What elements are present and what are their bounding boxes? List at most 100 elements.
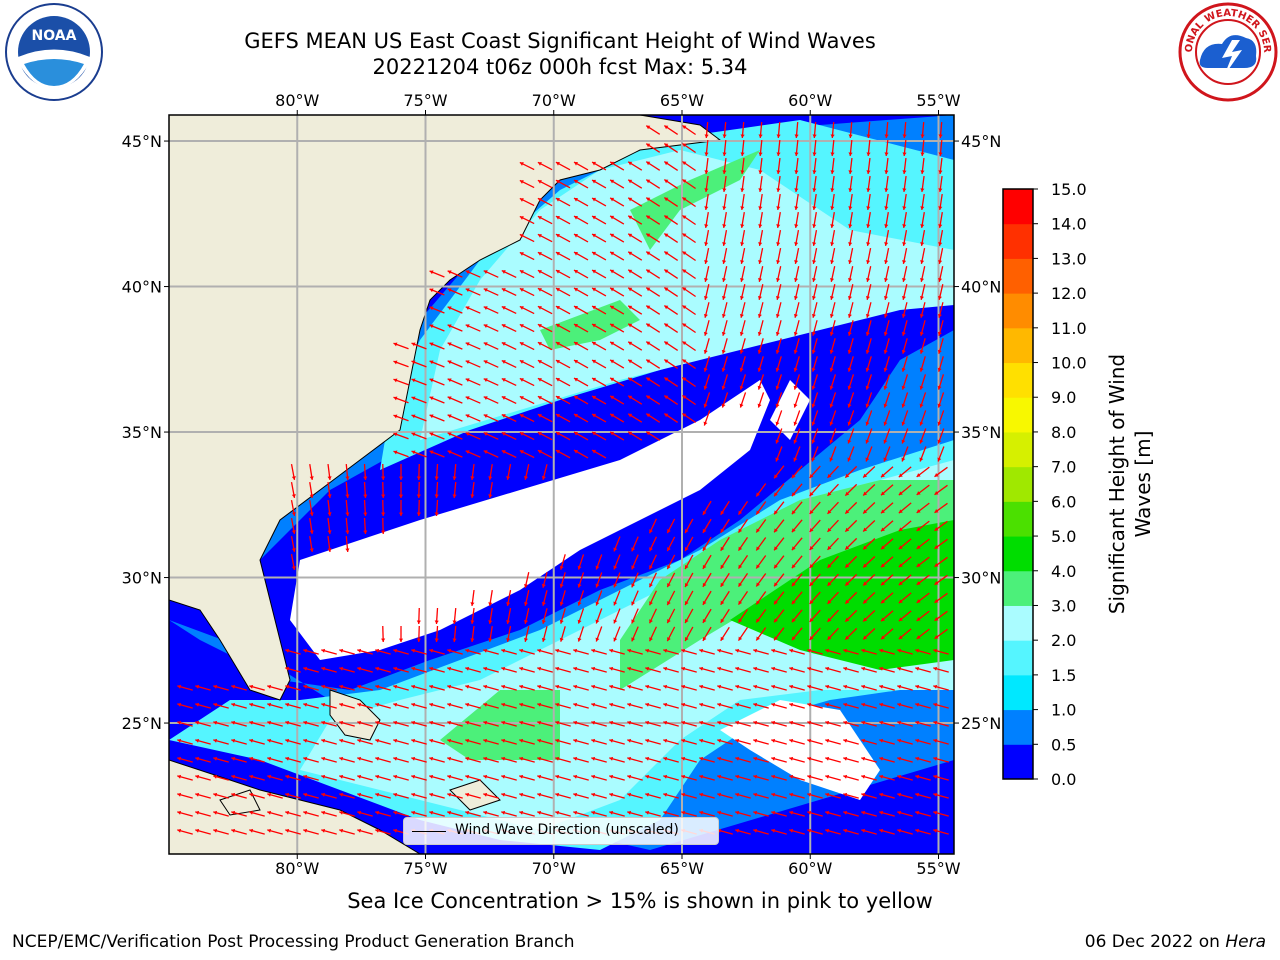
direction-arrow	[771, 702, 787, 709]
direction-arrow	[363, 481, 368, 499]
colorbar-swatch	[1003, 327, 1033, 364]
direction-arrow	[501, 684, 517, 691]
direction-arrow	[880, 628, 894, 640]
direction-arrow	[465, 774, 481, 781]
direction-arrow	[357, 774, 373, 781]
direction-arrow	[753, 828, 769, 835]
direction-arrow	[843, 828, 859, 835]
direction-arrow	[830, 193, 835, 211]
direction-arrow	[758, 139, 763, 157]
direction-arrow	[703, 284, 710, 300]
direction-arrow	[861, 702, 877, 709]
direction-arrow	[429, 648, 445, 655]
direction-arrow	[789, 720, 805, 727]
direction-arrow	[934, 520, 948, 532]
direction-arrow	[465, 288, 481, 296]
direction-arrow	[793, 410, 801, 426]
direction-arrow	[773, 537, 785, 551]
direction-arrow	[915, 648, 931, 655]
direction-arrow	[411, 666, 427, 673]
direction-arrow	[898, 556, 912, 568]
direction-arrow	[591, 215, 607, 225]
direction-arrow	[231, 828, 247, 835]
direction-arrow	[416, 607, 421, 625]
direction-arrow	[915, 720, 931, 727]
direction-arrow	[429, 702, 445, 709]
direction-arrow	[775, 320, 782, 336]
direction-arrow	[339, 738, 355, 745]
direction-arrow	[753, 774, 769, 781]
direction-arrow	[740, 230, 746, 246]
direction-arrow	[884, 230, 890, 246]
direction-arrow	[794, 157, 799, 175]
direction-arrow	[267, 702, 283, 709]
direction-arrow	[737, 537, 749, 551]
direction-arrow	[411, 414, 427, 422]
direction-arrow	[627, 756, 643, 763]
direction-arrow	[812, 248, 818, 264]
direction-arrow	[811, 284, 818, 300]
direction-arrow	[879, 666, 895, 673]
direction-arrow	[645, 648, 661, 655]
direction-arrow	[177, 774, 193, 781]
direction-arrow	[848, 121, 853, 139]
direction-arrow	[609, 395, 625, 405]
direction-arrow	[902, 121, 907, 139]
direction-arrow	[249, 828, 265, 835]
direction-arrow	[429, 666, 445, 673]
direction-arrow	[897, 648, 913, 655]
direction-arrow	[862, 574, 876, 586]
direction-arrow	[645, 756, 661, 763]
graticule	[169, 115, 954, 854]
land-mass-2	[329, 689, 381, 741]
direction-arrow	[483, 720, 499, 727]
direction-arrow	[447, 738, 463, 745]
direction-arrow	[501, 810, 517, 817]
direction-arrow	[702, 554, 712, 570]
direction-arrow	[416, 481, 421, 499]
colorbar-tick-label: 5.0	[1051, 527, 1076, 546]
direction-arrow	[267, 756, 283, 763]
direction-arrow	[843, 684, 859, 691]
direction-arrow	[883, 284, 890, 300]
direction-arrow	[321, 828, 337, 835]
direction-arrow	[825, 648, 841, 655]
direction-arrow	[398, 481, 404, 499]
direction-arrow	[483, 342, 499, 350]
direction-arrow	[447, 378, 463, 386]
direction-arrow	[465, 270, 481, 278]
direction-arrow	[883, 338, 890, 354]
direction-arrow	[830, 157, 835, 175]
colorbar-tick-label: 0.0	[1051, 770, 1076, 789]
direction-arrow	[681, 756, 697, 763]
direction-arrow	[321, 810, 337, 817]
direction-arrow	[357, 738, 373, 745]
direction-arrow	[483, 666, 499, 673]
direction-arrow	[807, 684, 823, 691]
direction-arrow	[843, 720, 859, 727]
direction-arrow	[739, 392, 747, 408]
direction-arrow	[916, 610, 930, 622]
direction-arrow	[933, 666, 949, 673]
direction-arrow	[722, 193, 727, 211]
direction-arrow	[861, 828, 877, 835]
direction-arrow	[285, 720, 301, 727]
direction-arrow	[793, 320, 800, 336]
direction-arrow	[213, 756, 229, 763]
direction-arrow	[303, 828, 319, 835]
direction-arrow	[809, 627, 821, 641]
direction-arrow	[555, 197, 571, 207]
direction-arrow	[452, 607, 457, 625]
direction-arrow	[827, 573, 839, 587]
direction-arrow	[555, 287, 571, 297]
direction-arrow	[447, 666, 463, 673]
direction-arrow	[609, 305, 625, 315]
direction-arrow	[177, 720, 193, 727]
direction-arrow	[663, 684, 679, 691]
direction-arrow	[591, 774, 607, 781]
direction-arrow	[411, 360, 427, 368]
direction-arrow	[631, 626, 639, 642]
direction-arrow	[735, 648, 751, 655]
direction-arrow	[735, 720, 751, 727]
lat-label-left: 25°N	[122, 714, 162, 733]
